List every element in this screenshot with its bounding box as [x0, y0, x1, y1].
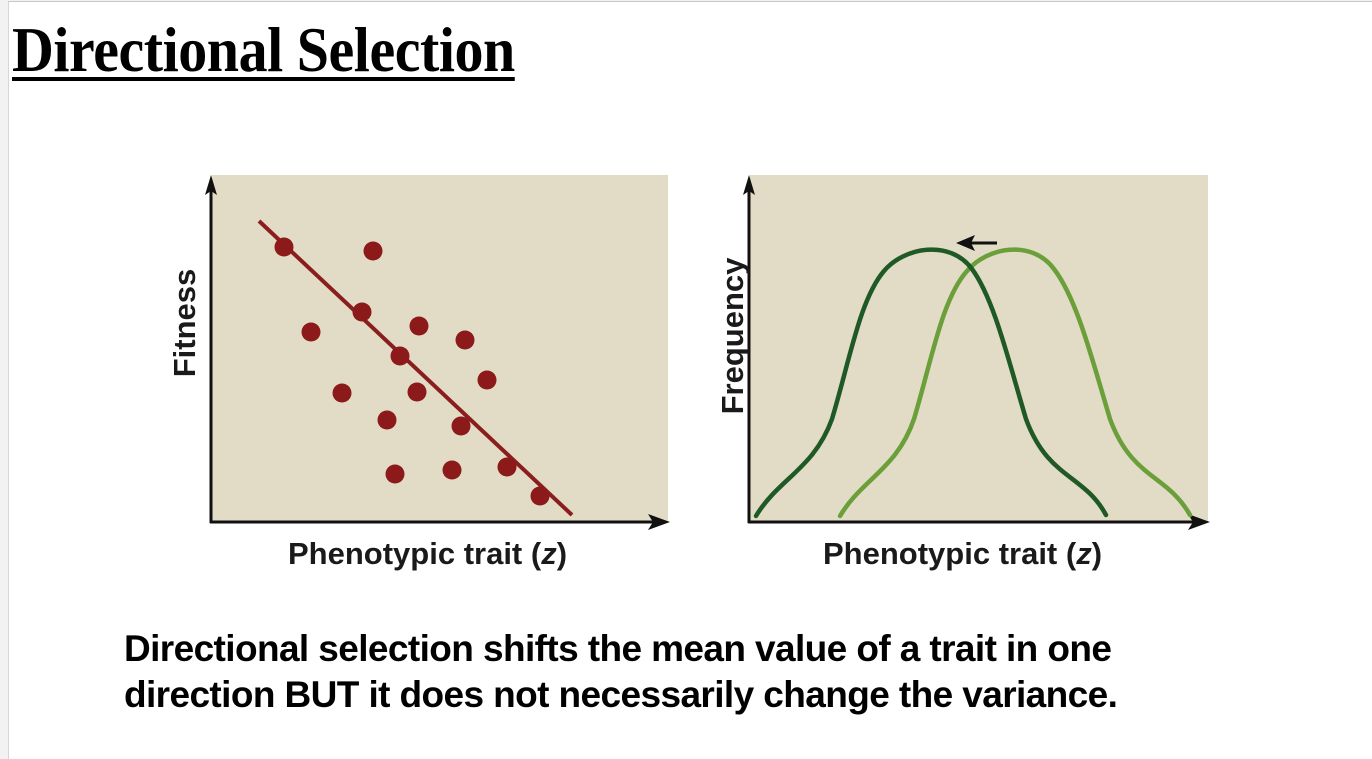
caption-line-1: Directional selection shifts the mean va… — [124, 628, 1112, 669]
data-point — [363, 241, 383, 261]
scatter-points — [274, 237, 550, 506]
curve-before-selection — [837, 247, 1193, 519]
right-x-label-var: z — [1076, 536, 1092, 571]
left-x-label-main: Phenotypic trait ( — [288, 536, 542, 571]
caption: Directional selection shifts the mean va… — [124, 626, 1324, 718]
data-point — [377, 410, 397, 430]
left-x-label-var: z — [541, 536, 557, 571]
shift-arrow-left-icon — [956, 235, 975, 251]
caption-line-2: direction BUT it does not necessarily ch… — [124, 674, 1118, 715]
data-point — [385, 464, 405, 484]
data-point — [301, 322, 321, 342]
plot-background — [750, 175, 1208, 522]
data-point — [442, 460, 462, 480]
left-x-axis-label: Phenotypic trait (z) — [288, 536, 567, 572]
data-point — [274, 237, 294, 257]
left-x-label-end: ) — [556, 536, 568, 571]
right-x-axis-label: Phenotypic trait (z) — [823, 536, 1102, 572]
curve-after-selection — [753, 247, 1109, 519]
plot-background — [212, 175, 668, 522]
right-x-label-main: Phenotypic trait ( — [823, 536, 1077, 571]
data-point — [352, 302, 372, 322]
data-point — [530, 486, 550, 506]
slide-title: Directional Selection — [12, 15, 515, 85]
data-point — [409, 316, 429, 336]
x-axis-arrow-icon — [648, 514, 670, 530]
y-axis-arrow-icon — [205, 175, 217, 195]
right-y-axis-label: Frequency — [715, 257, 750, 415]
data-point — [477, 370, 497, 390]
data-point — [332, 383, 352, 403]
right-x-label-end: ) — [1091, 536, 1103, 571]
data-point — [407, 382, 427, 402]
data-point — [451, 416, 471, 436]
data-point — [455, 330, 475, 350]
fitness-scatter-chart — [205, 175, 670, 530]
left-y-axis-label: Fitness — [167, 268, 202, 378]
data-point — [390, 346, 410, 366]
x-axis-arrow-icon — [1188, 514, 1210, 530]
regression-line — [257, 219, 574, 517]
frequency-distribution-chart — [743, 175, 1210, 530]
data-point — [497, 457, 517, 477]
y-axis-arrow-icon — [743, 175, 755, 195]
